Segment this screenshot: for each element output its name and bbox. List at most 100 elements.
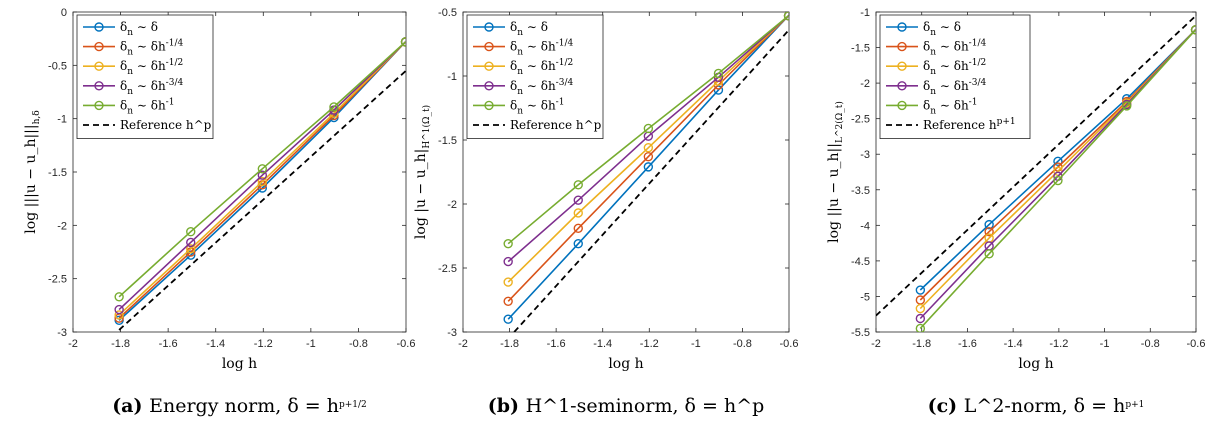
data-point — [1053, 175, 1063, 186]
x-tick-label: -2 — [871, 338, 881, 350]
legend-label: δn ∼ δh-3/4 — [120, 78, 183, 97]
x-tick-label: -1.6 — [159, 338, 178, 350]
series-line-4 — [118, 41, 406, 298]
y-tick-label: -3 — [860, 149, 870, 161]
x-tick-label: -1 — [691, 338, 701, 350]
x-tick-label: -0.8 — [1141, 338, 1160, 350]
legend-marker — [94, 41, 104, 52]
x-tick-label: -1.2 — [254, 338, 273, 350]
series-line-3 — [118, 41, 406, 311]
data-point — [915, 323, 926, 332]
legend-label: δn ∼ δh-1 — [510, 97, 564, 116]
legend-marker — [897, 100, 907, 111]
data-point — [257, 176, 268, 187]
legend-marker — [897, 61, 907, 71]
y-tick-label: -2.5 — [48, 274, 67, 286]
y-tick-label: -3.5 — [851, 185, 870, 197]
x-tick-label: -1.8 — [912, 338, 931, 350]
y-tick-label: -1.5 — [48, 167, 67, 179]
data-point — [186, 244, 196, 254]
legend: δn ∼ δδn ∼ δh-1/4δn ∼ δh-1/2δn ∼ δh-3/4δ… — [76, 14, 214, 139]
chart-l2-norm: -2 -1.8 -1.6 -1.4 -1.2 -1 -0.8 -0.6 -5.5 -5 -4.5 -4… — [826, 7, 1205, 417]
data-point — [573, 238, 583, 249]
legend-marker — [897, 41, 907, 52]
series-line-2 — [118, 41, 406, 316]
legend-label: δn ∼ δh-3/4 — [923, 78, 986, 97]
legend-label: δn ∼ δh-1 — [120, 97, 174, 116]
legend-label: δn ∼ δh-1/4 — [510, 39, 573, 58]
y-axis-label: log ||u − u_h||L^2(Ω_t) — [826, 101, 845, 243]
x-tick-label: -0.6 — [1187, 338, 1206, 350]
legend-box — [466, 14, 604, 139]
x-tick-label: -1.4 — [593, 338, 612, 350]
x-tick-label: -1.4 — [206, 338, 225, 350]
legend-marker — [484, 41, 494, 52]
legend-marker — [94, 100, 104, 111]
series-line-0 — [507, 15, 789, 320]
data-point — [643, 142, 654, 153]
y-axis-label: log |||u − u_h|||h,δ — [23, 110, 42, 233]
series-line-0 — [919, 29, 1196, 291]
y-tick-label: -1 — [57, 114, 67, 126]
series-line-1 — [118, 41, 406, 319]
data-point — [114, 310, 124, 320]
axes-box — [462, 11, 790, 333]
y-tick-label: -4 — [860, 220, 870, 232]
legend-box — [879, 14, 1031, 139]
y-tick-label: -2 — [57, 220, 67, 232]
data-point — [503, 238, 513, 249]
figure-caption: (a) Energy norm, δ = hp+1/2 — [112, 395, 367, 417]
data-point — [503, 296, 513, 306]
data-point — [915, 313, 926, 324]
legend: δn ∼ δδn ∼ δh-1/4δn ∼ δh-1/2δn ∼ δh-3/4δ… — [466, 14, 604, 139]
series-line-2 — [507, 15, 789, 283]
legend-label: δn ∼ δh-3/4 — [510, 78, 573, 97]
x-tick-label: -2 — [458, 338, 468, 350]
legend-label: Reference hp+1 — [923, 117, 1016, 132]
data-point — [713, 68, 724, 79]
legend-label: δn ∼ δh-1/2 — [923, 58, 986, 77]
chart-h1-seminorm: -2 -1.8 -1.6 -1.4 -1.2 -1 -0.8 -0.6 -3 -2.5 -2 -1.5… — [413, 7, 798, 417]
legend-marker — [94, 81, 104, 91]
legend-label: δn ∼ δh-1/4 — [923, 39, 986, 58]
series-line-1 — [507, 15, 789, 302]
y-tick-label: -5.5 — [851, 327, 870, 339]
legend-marker — [484, 81, 494, 91]
data-point — [186, 227, 196, 237]
data-point — [503, 256, 513, 267]
data-point — [114, 304, 124, 315]
chart-energy-norm: -2 -1.8 -1.6 -1.4 -1.2 -1 -0.8 -0.6 -3 -2.5 -2 -1.5… — [23, 7, 415, 417]
series-line-0 — [118, 41, 406, 321]
series-line-4 — [919, 29, 1196, 329]
data-point — [114, 292, 124, 302]
data-point — [257, 170, 268, 180]
x-tick-label: -1 — [306, 338, 316, 350]
plot-area — [876, 14, 1196, 332]
x-tick-label: -0.8 — [349, 338, 368, 350]
data-point — [329, 102, 339, 112]
y-tick-label: -1.5 — [438, 135, 457, 147]
x-axis-label: log h — [1018, 356, 1053, 372]
y-tick-label: -5 — [860, 291, 870, 303]
reference-line — [876, 14, 1196, 317]
y-tick-label: -0.5 — [438, 7, 457, 19]
legend-label: Reference h^p — [510, 118, 602, 132]
legend-label: δn ∼ δh-1/2 — [510, 58, 573, 77]
reference-line — [118, 70, 406, 331]
data-point — [984, 249, 994, 259]
data-point — [1122, 101, 1132, 111]
y-tick-label: -3 — [447, 327, 457, 339]
data-point — [783, 12, 789, 21]
legend-marker — [897, 81, 907, 91]
legend-label: δn ∼ δh-1/2 — [120, 58, 183, 77]
x-tick-label: -1 — [1100, 338, 1110, 350]
legend-marker — [484, 22, 494, 32]
data-point — [257, 164, 268, 174]
y-tick-label: -2.5 — [851, 114, 870, 126]
legend-box — [76, 14, 214, 139]
data-point — [573, 208, 583, 218]
series-line-3 — [507, 15, 789, 263]
x-tick-label: -1.8 — [500, 338, 519, 350]
y-tick-label: -2.5 — [438, 263, 457, 275]
